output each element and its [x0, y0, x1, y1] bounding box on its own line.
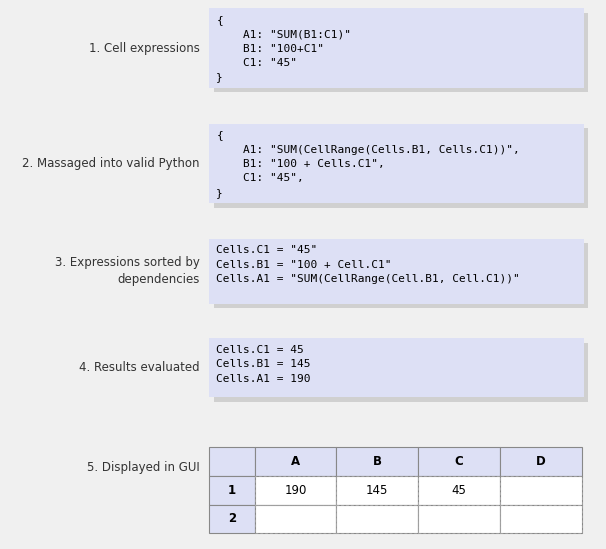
Bar [214, 343, 588, 402]
Text: 2. Massaged into valid Python: 2. Massaged into valid Python [22, 156, 200, 170]
Bar [255, 505, 336, 533]
Bar [209, 8, 584, 88]
Bar [500, 505, 582, 533]
Bar [255, 447, 336, 476]
Bar [209, 447, 255, 476]
Text: 1: 1 [228, 484, 236, 497]
Bar [209, 338, 584, 397]
Text: A: A [291, 455, 300, 468]
Bar [418, 476, 500, 505]
Bar [209, 505, 255, 533]
Text: {
    A1: "SUM(B1:C1)"
    B1: "100+C1"
    C1: "45"
}: { A1: "SUM(B1:C1)" B1: "100+C1" C1: "45"… [216, 15, 351, 82]
Text: Cells.C1 = 45
Cells.B1 = 145
Cells.A1 = 190: Cells.C1 = 45 Cells.B1 = 145 Cells.A1 = … [216, 345, 311, 384]
Bar [255, 505, 336, 533]
Text: 145: 145 [366, 484, 388, 497]
Bar [418, 447, 500, 476]
Text: 3. Expressions sorted by
dependencies: 3. Expressions sorted by dependencies [55, 256, 200, 285]
Bar [418, 505, 500, 533]
Text: {
    A1: "SUM(CellRange(Cells.B1, Cells.C1))",
    B1: "100 + Cells.C1",
    C1: { A1: "SUM(CellRange(Cells.B1, Cells.C1)… [216, 130, 520, 198]
Text: 45: 45 [451, 484, 467, 497]
Bar [336, 447, 418, 476]
Bar [209, 476, 255, 505]
Bar [255, 476, 336, 505]
Text: 5. Displayed in GUI: 5. Displayed in GUI [87, 461, 200, 474]
Text: C: C [454, 455, 464, 468]
Text: 190: 190 [284, 484, 307, 497]
Bar [418, 505, 500, 533]
Text: B: B [373, 455, 382, 468]
Bar [336, 476, 418, 505]
Text: 1. Cell expressions: 1. Cell expressions [89, 42, 200, 55]
Text: D: D [536, 455, 546, 468]
Text: 2: 2 [228, 512, 236, 525]
Bar [214, 243, 588, 308]
Bar [209, 239, 584, 304]
Bar [500, 476, 582, 505]
Bar [418, 476, 500, 505]
Bar [500, 447, 582, 476]
Bar [214, 128, 588, 208]
Bar [214, 13, 588, 92]
Text: 4. Results evaluated: 4. Results evaluated [79, 361, 200, 374]
Bar [209, 124, 584, 203]
Bar [500, 505, 582, 533]
Bar [500, 476, 582, 505]
Bar [336, 476, 418, 505]
Bar [336, 505, 418, 533]
Bar [336, 505, 418, 533]
Bar [255, 476, 336, 505]
Text: Cells.C1 = "45"
Cells.B1 = "100 + Cell.C1"
Cells.A1 = "SUM(CellRange(Cell.B1, Ce: Cells.C1 = "45" Cells.B1 = "100 + Cell.C… [216, 245, 520, 284]
